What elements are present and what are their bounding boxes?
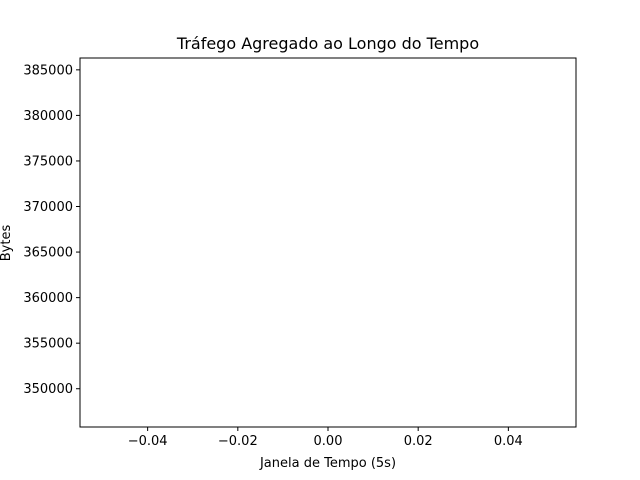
x-axis-label: Janela de Tempo (5s)	[259, 456, 396, 471]
y-tick-label: 385000	[23, 63, 73, 78]
x-tick-label: 0.02	[404, 434, 433, 449]
y-tick-label: 350000	[23, 382, 73, 397]
y-tick-label: 375000	[23, 154, 73, 169]
x-tick-label: 0.00	[314, 434, 343, 449]
y-tick-label: 355000	[23, 337, 73, 352]
x-tick-label: −0.04	[128, 434, 168, 449]
y-tick-label: 360000	[23, 291, 73, 306]
chart-title: Tráfego Agregado ao Longo do Tempo	[176, 34, 479, 53]
x-tick-label: 0.04	[494, 434, 523, 449]
y-tick-label: 370000	[23, 200, 73, 215]
y-axis-label: Bytes	[0, 225, 14, 262]
y-tick-label: 365000	[23, 246, 73, 261]
x-tick-label: −0.02	[218, 434, 258, 449]
y-tick-label: 380000	[23, 109, 73, 124]
